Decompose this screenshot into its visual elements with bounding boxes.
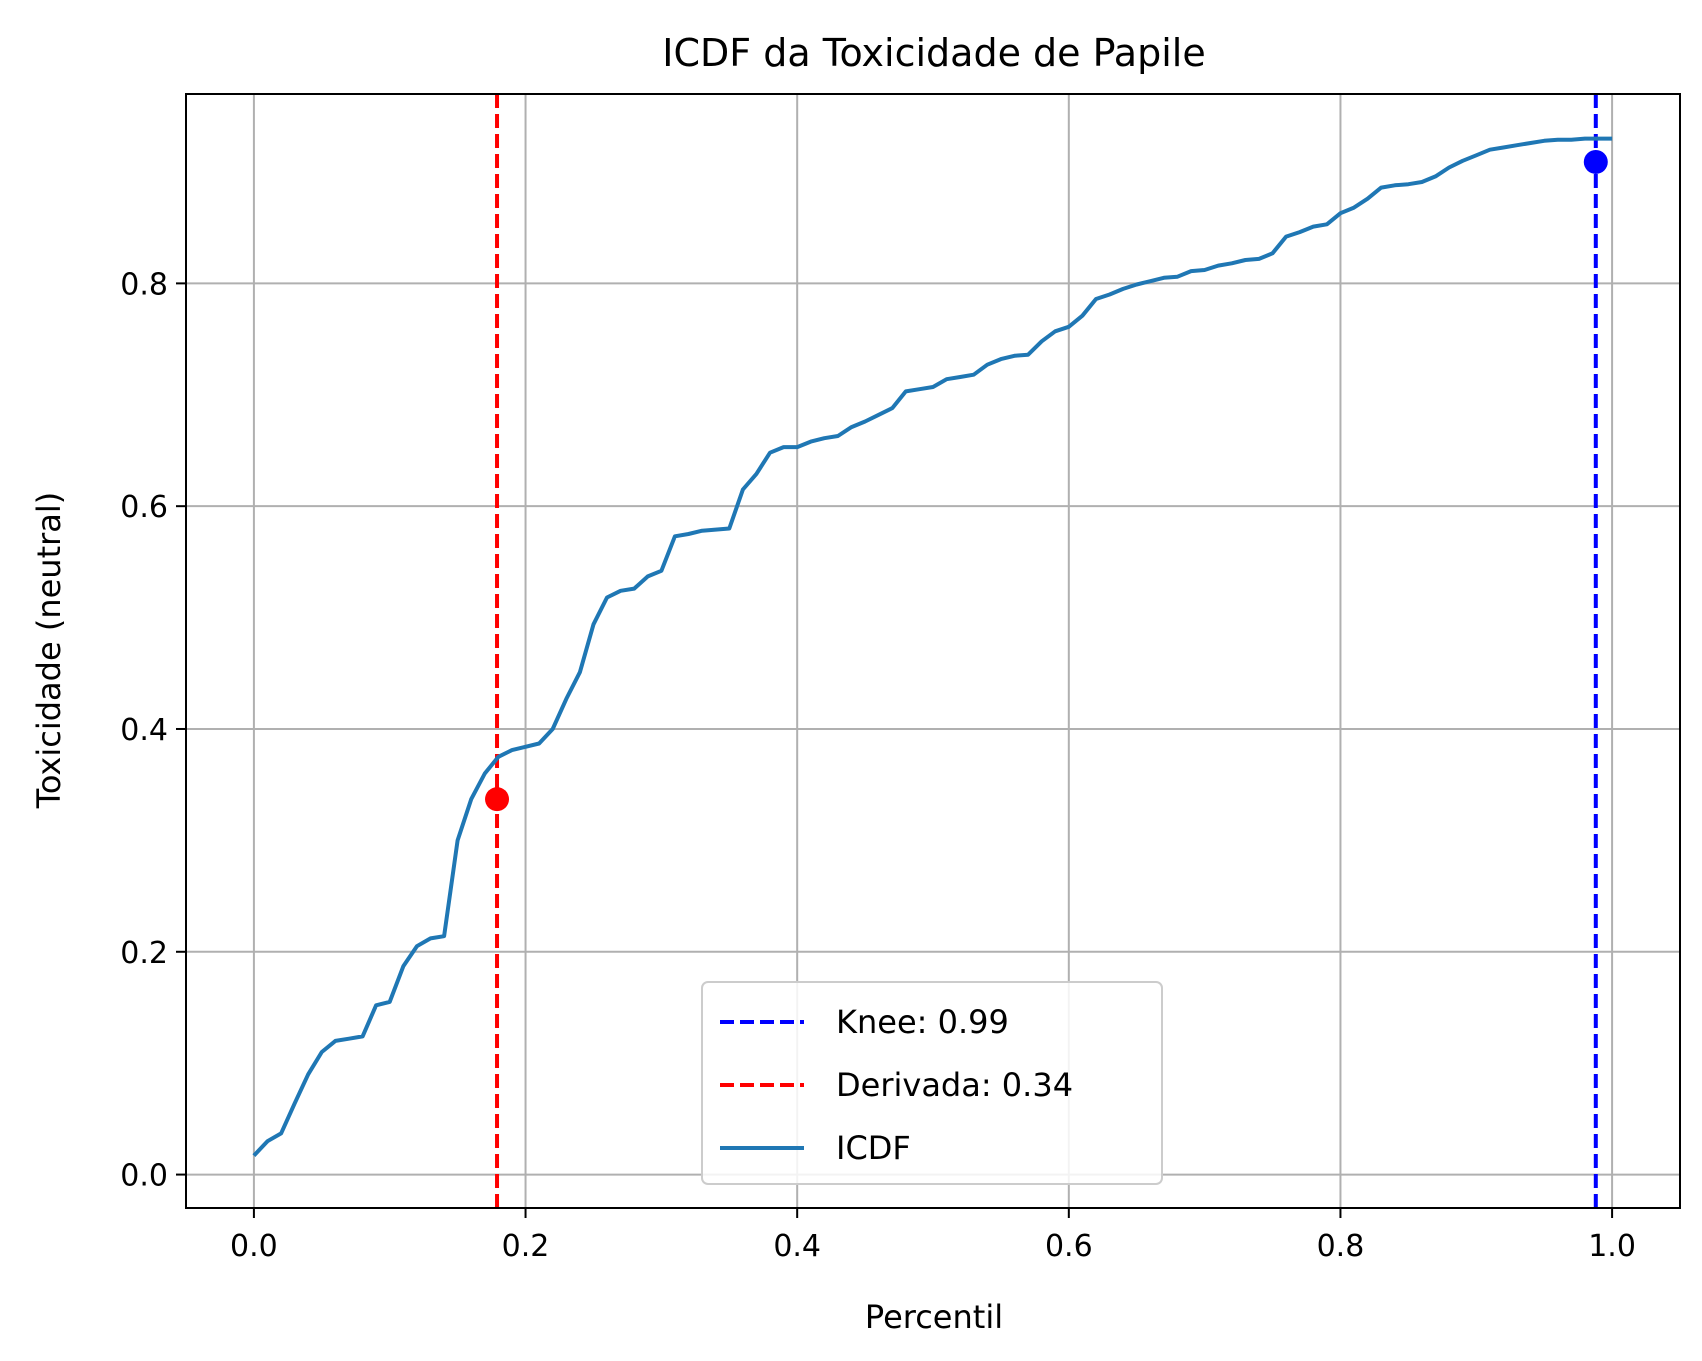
y-tick-label: 0.4 — [120, 713, 168, 748]
y-tick-label: 0.8 — [120, 267, 168, 302]
derivative-point — [485, 787, 510, 812]
x-tick-label: 0.8 — [1317, 1229, 1365, 1264]
x-tick-label: 0.4 — [773, 1229, 821, 1264]
series-line-icdf — [252, 136, 1613, 1157]
y-tick-label: 0.6 — [120, 490, 168, 525]
grid — [186, 94, 1680, 1208]
y-tick-label: 0.2 — [120, 936, 168, 971]
y-tick-label: 0.0 — [120, 1159, 168, 1194]
chart-title: ICDF da Toxicidade de Papile — [662, 31, 1205, 75]
marker-layer — [485, 149, 1608, 812]
legend-label: Derivada: 0.34 — [836, 1066, 1073, 1104]
legend-label: Knee: 0.99 — [836, 1003, 1009, 1041]
plot-area — [185, 93, 1681, 1209]
x-tick-label: 0.2 — [502, 1229, 550, 1264]
x-tick-label: 0.0 — [230, 1229, 278, 1264]
x-tick-label: 1.0 — [1588, 1229, 1636, 1264]
x-axis-ticks: 0.0 0.2 0.4 0.6 0.8 1.0 — [230, 1208, 1636, 1264]
legend-box — [701, 981, 1163, 1185]
y-axis-label: Toxicidade (neutral) — [30, 492, 68, 810]
knee-point — [1583, 149, 1608, 174]
legend-label: ICDF — [836, 1129, 911, 1167]
legend: Knee: 0.99 Derivada: 0.34 ICDF — [701, 981, 1163, 1185]
x-tick-label: 0.6 — [1045, 1229, 1093, 1264]
x-axis-label: Percentil — [865, 1298, 1003, 1336]
y-axis-ticks: 0.0 0.2 0.4 0.6 0.8 — [120, 267, 186, 1194]
reference-lines — [495, 94, 1598, 1208]
series-layer — [252, 136, 1613, 1157]
